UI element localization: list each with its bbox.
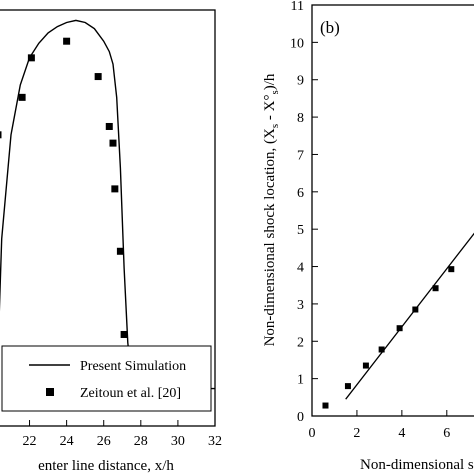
shock-data-point xyxy=(396,325,403,332)
y-tick-label-b: 9 xyxy=(297,74,304,89)
x-tick-label-a: 26 xyxy=(97,434,111,449)
zeitoun-data-point xyxy=(0,131,2,139)
y-tick-label-b: 0 xyxy=(297,410,304,425)
plot-frame-a xyxy=(0,9,216,427)
fit-line xyxy=(345,232,474,400)
shock-data-point xyxy=(448,266,455,273)
y-axis-label-part: s xyxy=(269,90,281,94)
y-tick-label-b: 2 xyxy=(297,335,304,350)
shock-data-point xyxy=(432,285,439,292)
zeitoun-data-point xyxy=(18,93,26,101)
y-axis-label-part: Non-dimensional shock location, (X xyxy=(262,128,278,346)
zeitoun-data-point xyxy=(94,73,102,81)
shock-data-point xyxy=(412,306,419,313)
shock-data-point xyxy=(344,383,351,390)
legend-marker-swatch xyxy=(46,388,54,396)
legend-label-zeitoun: Zeitoun et al. [20] xyxy=(80,386,181,401)
y-tick-label-b: 7 xyxy=(297,148,304,163)
zeitoun-data-point xyxy=(27,54,35,62)
x-tick-label-a: 22 xyxy=(23,434,37,449)
shock-data-point xyxy=(378,346,385,353)
zeitoun-data-point xyxy=(116,247,124,255)
y-tick-label-b: 11 xyxy=(291,0,304,14)
x-tick-label-b: 0 xyxy=(309,426,316,441)
x-tick-label-a: 30 xyxy=(171,434,185,449)
shock-data-point xyxy=(362,362,369,369)
x-tick-label-a: 24 xyxy=(60,434,74,449)
x-tick-label-a: 32 xyxy=(208,434,222,449)
y-tick-label-b: 5 xyxy=(297,223,304,238)
panel-b: 0 1 2 3 4 5 6 7 8 9 10 11 0 2 4 6 Non-dimensional s Non-d… xyxy=(262,0,474,473)
zeitoun-data-point xyxy=(105,122,113,130)
y-tick-label-b: 3 xyxy=(297,298,304,313)
y-tick-label-b: 1 xyxy=(297,373,304,388)
x-tick-label-b: 4 xyxy=(398,426,405,441)
x-tick-label-b: 6 xyxy=(443,426,450,441)
panel-a: 22 24 26 28 30 32 enter line distance, x/h Pres… xyxy=(0,9,222,474)
legend-a xyxy=(1,345,212,412)
y-axis-label-part: - X° xyxy=(262,95,278,124)
x-axis-label-b: Non-dimensional s xyxy=(360,457,474,473)
y-tick-label-b: 8 xyxy=(297,111,304,126)
y-axis-label-part: )/h xyxy=(262,73,278,90)
plot-frame-b xyxy=(311,4,474,417)
y-tick-label-b: 10 xyxy=(290,36,304,51)
series-present-simulation xyxy=(0,19,215,390)
x-tick-label-a: 28 xyxy=(134,434,148,449)
zeitoun-data-point xyxy=(109,139,117,147)
y-tick-label-b: 4 xyxy=(297,261,304,276)
panel-label-b: (b) xyxy=(320,18,340,37)
shock-data-point xyxy=(322,402,329,409)
x-tick-label-b: 2 xyxy=(353,426,360,441)
y-tick-label-b: 6 xyxy=(297,186,304,201)
zeitoun-data-point xyxy=(63,37,71,45)
zeitoun-data-point xyxy=(111,185,119,193)
legend-label-present-simulation: Present Simulation xyxy=(80,359,186,374)
zeitoun-data-point xyxy=(120,330,128,338)
y-axis-label-part: s xyxy=(269,124,281,128)
y-axis-label-b: Non-dimensional shock location, (Xs - X°… xyxy=(262,73,281,346)
x-axis-label-a: enter line distance, x/h xyxy=(38,458,174,474)
